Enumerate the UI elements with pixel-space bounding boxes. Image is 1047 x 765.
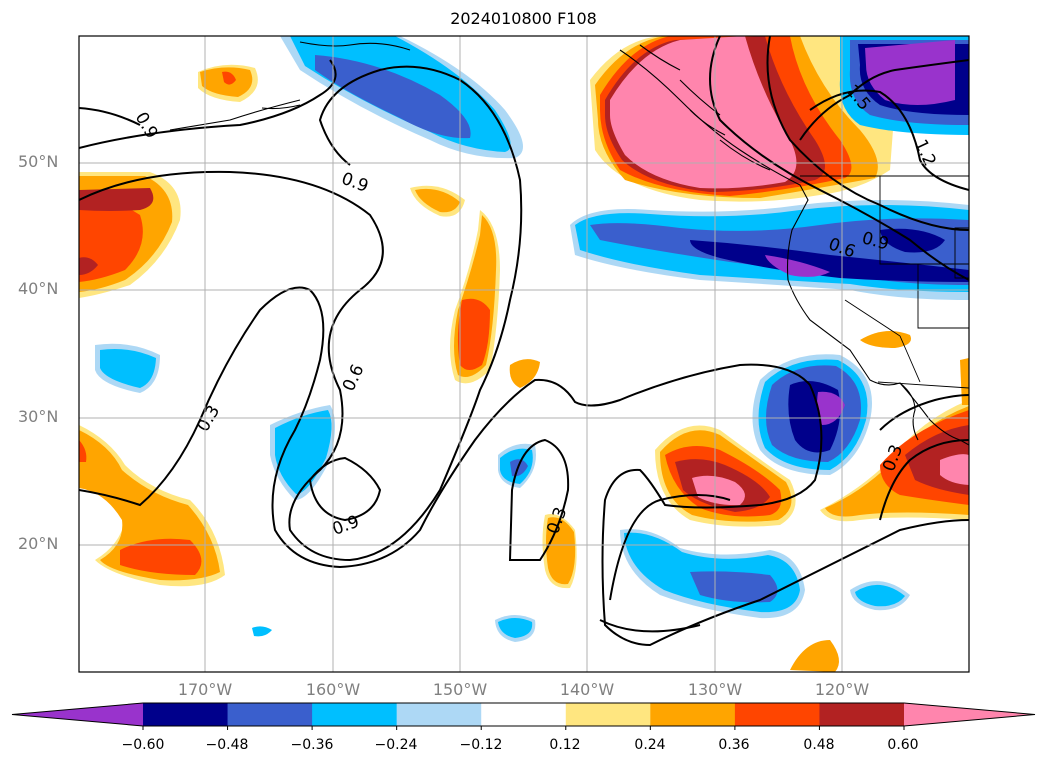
lat-label: 50°N <box>18 152 59 171</box>
shaded-negative-south-band <box>620 529 805 619</box>
colorbar-tick-label: 0.36 <box>718 737 750 753</box>
colorbar-tick-label: −0.48 <box>205 737 249 753</box>
shaded-small-features <box>95 64 911 672</box>
lon-label: 160°W <box>305 680 361 699</box>
colorbar-segment <box>227 703 313 726</box>
colorbar-segment <box>819 703 905 726</box>
lon-label: 140°W <box>559 680 615 699</box>
colorbar-tick-label: 0.60 <box>887 737 919 753</box>
colorbar-segment <box>481 703 567 726</box>
lon-label: 130°W <box>687 680 743 699</box>
colorbar-segment <box>312 703 398 726</box>
colorbar-tick-label: 0.12 <box>549 737 581 753</box>
lon-label: 120°W <box>814 680 870 699</box>
colorbar-segment <box>734 703 820 726</box>
colorbar-segment <box>650 703 736 726</box>
colorbar-extend-high <box>904 703 1035 726</box>
colorbar-tick-label: −0.60 <box>121 737 165 753</box>
coastline <box>169 41 969 446</box>
shaded-negative-alaska <box>280 36 523 159</box>
map-frame <box>78 35 970 673</box>
colorbar-tick-label: 0.24 <box>634 737 666 753</box>
contour-lines <box>79 36 969 647</box>
shaded-positive-mexico <box>820 358 969 522</box>
lon-label: 170°W <box>177 680 233 699</box>
colorbar-segment <box>565 703 651 726</box>
lat-label: 20°N <box>18 534 59 553</box>
shaded-positive-southwest <box>79 425 225 587</box>
colorbar-tick-label: −0.36 <box>290 737 334 753</box>
shaded-negative-band-45n <box>570 200 969 300</box>
colorbar-tick-label: 0.48 <box>803 737 835 753</box>
colorbar-tick-label: −0.12 <box>459 737 503 753</box>
shaded-positive-west-edge <box>79 172 181 298</box>
colorbar-segment <box>143 703 229 726</box>
map-title: 2024010800 F108 <box>450 9 597 28</box>
lat-label: 30°N <box>18 407 59 426</box>
lon-label: 150°W <box>432 680 488 699</box>
colorbar-segment <box>396 703 482 726</box>
colorbar-tick-label: −0.24 <box>374 737 418 753</box>
shaded-negative-ne-corner <box>839 36 969 135</box>
shaded-positive-subtropical <box>655 425 796 527</box>
gridlines <box>79 36 969 672</box>
lat-label: 40°N <box>18 279 59 298</box>
colorbar-extend-low <box>12 703 143 726</box>
